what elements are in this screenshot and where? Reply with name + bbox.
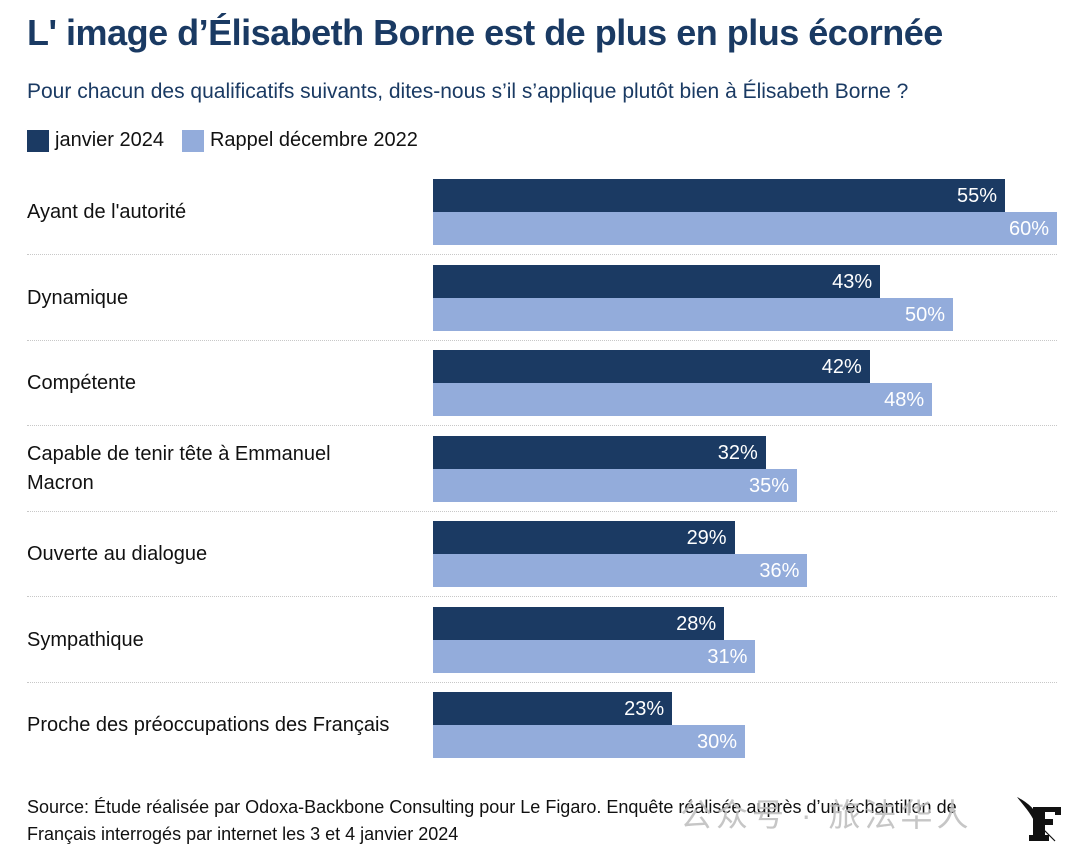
- bar-janvier-2024: 23%: [433, 692, 673, 725]
- bar-decembre-2022: 31%: [433, 640, 756, 673]
- category-label: Dynamique: [27, 286, 129, 309]
- row-separator: [27, 682, 1057, 683]
- row-separator: [27, 596, 1057, 597]
- bar-janvier-2024: 55%: [433, 179, 1005, 212]
- data-label: 50%: [904, 304, 945, 326]
- data-label: 60%: [1008, 218, 1049, 240]
- data-label: 30%: [696, 731, 737, 753]
- le-figaro-logo-icon: [1017, 797, 1061, 842]
- data-label: 36%: [759, 560, 800, 582]
- bar-decembre-2022: 48%: [433, 383, 933, 416]
- data-label: 32%: [717, 442, 758, 464]
- watermark: 公众号 · 旅法华人: [680, 797, 973, 833]
- bar-janvier-2024: 29%: [433, 521, 735, 554]
- data-label: 35%: [748, 475, 789, 497]
- category-label: Ouverte au dialogue: [27, 542, 208, 565]
- category-label: Sympathique: [27, 628, 144, 651]
- bar-decembre-2022: 36%: [433, 554, 808, 587]
- row-separator: [27, 425, 1057, 426]
- bar-janvier-2024: 28%: [433, 607, 725, 640]
- legend-label: Rappel décembre 2022: [209, 129, 418, 151]
- data-label: 42%: [821, 356, 862, 378]
- bar-decembre-2022: 30%: [433, 725, 745, 758]
- row-separator: [27, 254, 1057, 255]
- legend: janvier 2024 Rappel décembre 2022: [27, 129, 436, 152]
- bar-decembre-2022: 35%: [433, 469, 797, 502]
- data-label: 55%: [956, 185, 997, 207]
- data-label: 31%: [707, 646, 748, 668]
- bar-janvier-2024: 42%: [433, 350, 870, 383]
- data-label: 23%: [624, 698, 665, 720]
- source-note: Source: Étude réalisée par Odoxa-Backbon…: [27, 797, 957, 844]
- chart-title: L' image d’Élisabeth Borne est de plus e…: [27, 12, 943, 53]
- category-label: Compétente: [27, 371, 136, 394]
- category-label: Proche des préoccupations des Français: [27, 713, 390, 736]
- bar-decembre-2022: 50%: [433, 298, 953, 331]
- legend-label: janvier 2024: [55, 129, 164, 151]
- legend-item-decembre-2022: Rappel décembre 2022: [181, 129, 418, 152]
- row-separator: [27, 511, 1057, 512]
- category-label: Capable de tenir tête à Emmanuel Macron: [27, 443, 331, 494]
- category-label: Ayant de l'autorité: [27, 200, 187, 223]
- bar-janvier-2024: 32%: [433, 436, 766, 469]
- data-label: 43%: [832, 271, 873, 293]
- chart-subtitle: Pour chacun des qualificatifs suivants, …: [27, 80, 909, 103]
- bar-decembre-2022: 60%: [433, 212, 1057, 245]
- row-separator: [27, 340, 1057, 341]
- bar-janvier-2024: 43%: [433, 265, 881, 298]
- data-label: 29%: [686, 527, 727, 549]
- data-label: 48%: [884, 389, 925, 411]
- legend-swatch-janvier-2024: [27, 129, 49, 152]
- data-label: 28%: [676, 613, 717, 635]
- legend-swatch-decembre-2022: [181, 129, 204, 152]
- legend-item-janvier-2024: janvier 2024: [27, 129, 164, 152]
